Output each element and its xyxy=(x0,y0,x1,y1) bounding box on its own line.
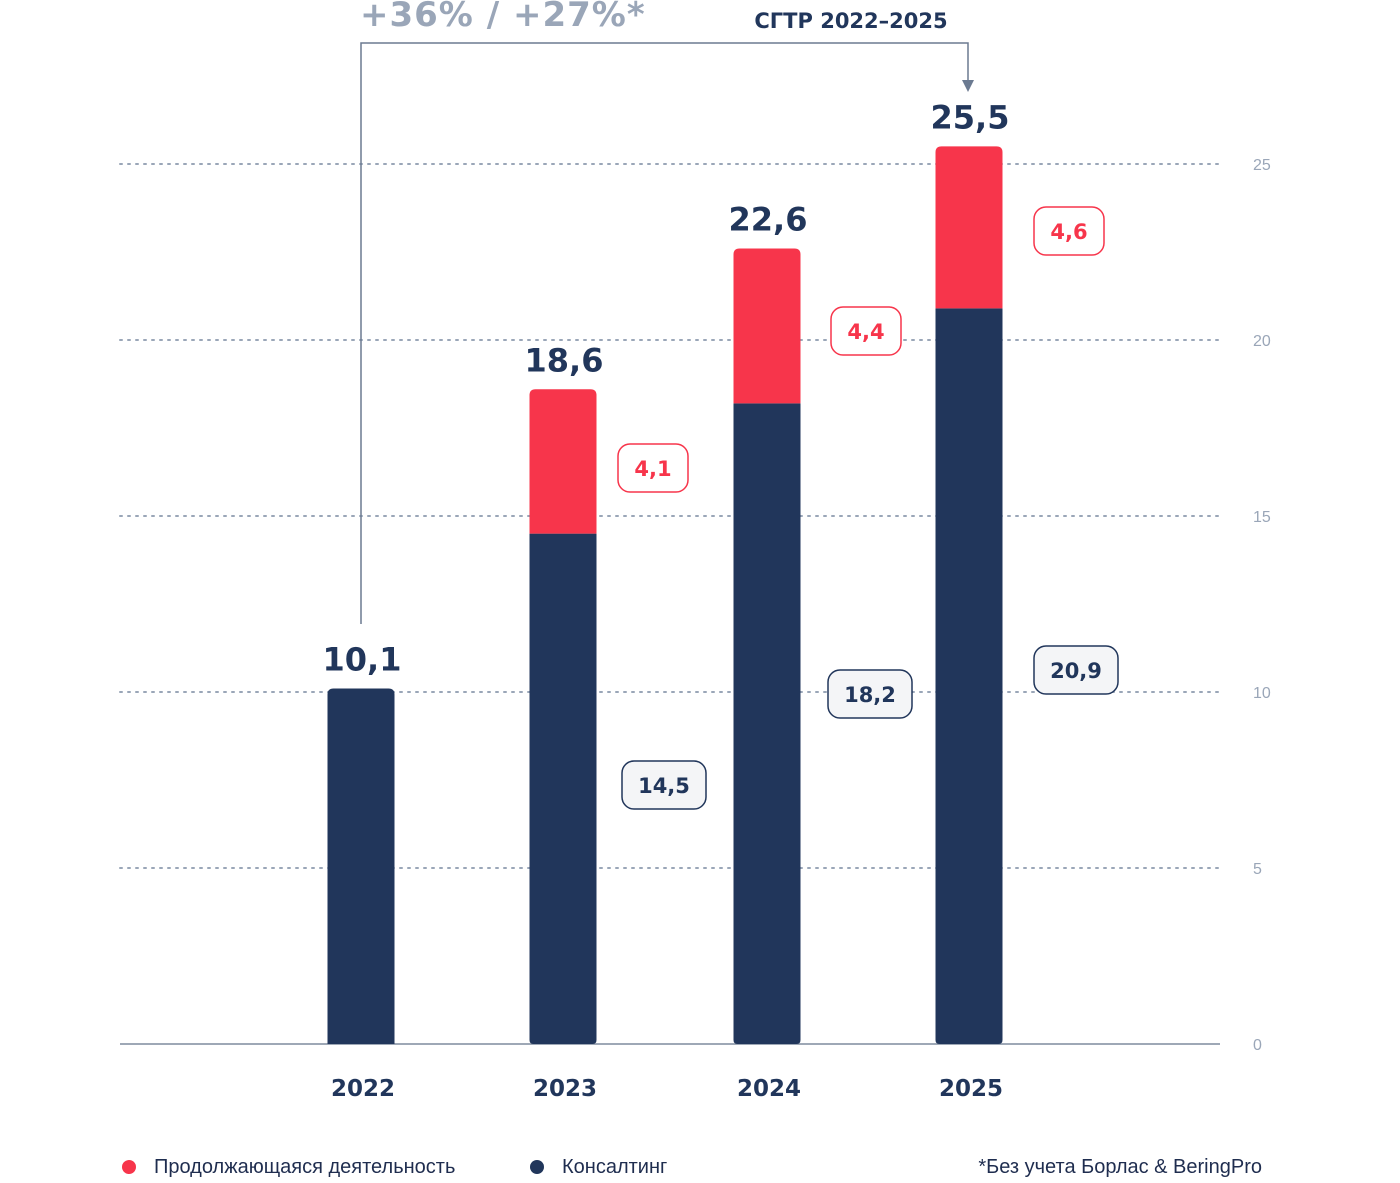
legend-item-consulting: Консалтинг xyxy=(530,1153,667,1181)
y-tick-label-5: 5 xyxy=(1253,861,1262,878)
value-label-activity-2023-box xyxy=(617,443,689,493)
bar-activity-2024 xyxy=(733,248,801,404)
value-label-activity-2025: 4,6 xyxy=(1050,220,1087,244)
total-label-2025: 25,5 xyxy=(931,98,1010,136)
bar-consulting-2025 xyxy=(935,308,1003,1044)
value-label-consulting-2024: 18,2 xyxy=(844,683,896,707)
y-tick-label-15: 15 xyxy=(1253,509,1271,526)
x-tick-label-2024: 2024 xyxy=(737,1076,801,1102)
footnote: *Без учета Борлас & BeringPro xyxy=(978,1156,1262,1178)
legend-dot-activity-icon xyxy=(122,1160,136,1174)
value-label-activity-2024-box xyxy=(830,306,902,356)
total-label-2024: 22,6 xyxy=(729,200,808,238)
value-label-consulting-2024-box xyxy=(827,669,913,719)
cagr-arrow-icon xyxy=(962,80,974,92)
legend-item-activity: Продолжающаяся деятельность xyxy=(122,1153,455,1181)
y-tick-label-25: 25 xyxy=(1253,157,1271,174)
y-tick-label-0: 0 xyxy=(1253,1037,1262,1054)
bar-consulting-2022 xyxy=(327,688,395,1044)
value-label-activity-2025-box xyxy=(1033,206,1105,256)
x-tick-label-2022: 2022 xyxy=(331,1076,395,1102)
bar-activity-2025 xyxy=(935,146,1003,309)
cagr-period-label: СГТР 2022–2025 xyxy=(754,9,947,33)
bar-activity-2023 xyxy=(529,389,597,534)
x-tick-label-2025: 2025 xyxy=(939,1076,1003,1102)
bar-consulting-2024 xyxy=(733,403,801,1044)
x-tick-label-2023: 2023 xyxy=(533,1076,597,1102)
bar-consulting-2023 xyxy=(529,533,597,1044)
value-label-consulting-2025: 20,9 xyxy=(1050,659,1102,683)
value-label-consulting-2023-box xyxy=(621,760,707,810)
y-tick-label-10: 10 xyxy=(1253,685,1271,702)
y-tick-label-20: 20 xyxy=(1253,333,1271,350)
value-label-activity-2024: 4,4 xyxy=(847,320,884,344)
legend-label-consulting: Консалтинг xyxy=(562,1155,668,1178)
value-label-consulting-2023: 14,5 xyxy=(638,774,690,798)
legend-dot-consulting-icon xyxy=(530,1160,544,1174)
value-label-consulting-2025-box xyxy=(1033,645,1119,695)
value-label-activity-2023: 4,1 xyxy=(634,457,671,481)
total-label-2023: 18,6 xyxy=(525,341,604,379)
cagr-growth-label: +36% / +27%* xyxy=(360,0,646,35)
legend-label-activity: Продолжающаяся деятельность xyxy=(154,1155,456,1178)
total-label-2022: 10,1 xyxy=(323,640,402,678)
cagr-bracket-line xyxy=(360,42,969,624)
